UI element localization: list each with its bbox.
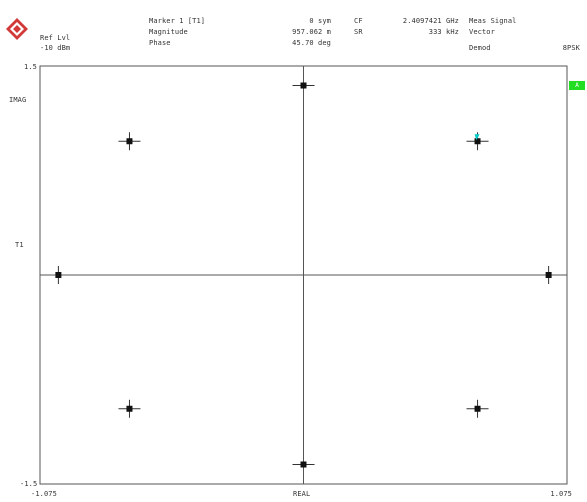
cf-value: 2.4097421 GHz	[402, 17, 459, 25]
ref-level-value: -10 dBm	[40, 44, 71, 52]
demod-label: Demod	[469, 44, 491, 52]
magnitude-value: 957.062 m	[292, 28, 331, 36]
phase-value: 45.70 deg	[292, 39, 331, 47]
constellation-point-180deg	[55, 266, 62, 284]
sr-value: 333 kHz	[428, 28, 459, 36]
marker-label: Marker 1 [T1]	[149, 17, 206, 25]
x-axis-label: REAL	[293, 490, 311, 498]
meas-signal-label: Meas Signal	[469, 17, 517, 25]
demod-value: 8PSK	[562, 44, 580, 52]
y-tick-label-bottom: -1.5	[20, 480, 38, 488]
constellation-point-135deg	[118, 132, 141, 151]
x-tick-label-left: -1.075	[31, 490, 57, 498]
trace-label: T1	[15, 241, 24, 249]
constellation-point-315deg	[466, 399, 489, 418]
imag-axis-label: IMAG	[9, 96, 27, 104]
constellation-point-0deg	[545, 266, 552, 284]
ref-level-label: Ref Lvl	[40, 34, 71, 42]
brand-logo-icon	[6, 18, 28, 40]
x-tick-label-right: 1.075	[550, 490, 572, 498]
constellation-point-90deg	[292, 82, 315, 89]
sr-label: SR	[354, 28, 363, 36]
marker-1-icon	[474, 134, 480, 141]
marker-value: 0 sym	[309, 17, 331, 25]
trace-a-badge: A	[569, 81, 585, 90]
constellation-point-270deg	[292, 461, 315, 468]
constellation-point-225deg	[118, 399, 141, 418]
vector-label: Vector	[469, 28, 495, 36]
magnitude-label: Magnitude	[149, 28, 188, 36]
phase-label: Phase	[149, 39, 171, 47]
y-tick-label-top: 1.5	[24, 63, 37, 71]
cf-label: CF	[354, 17, 363, 25]
